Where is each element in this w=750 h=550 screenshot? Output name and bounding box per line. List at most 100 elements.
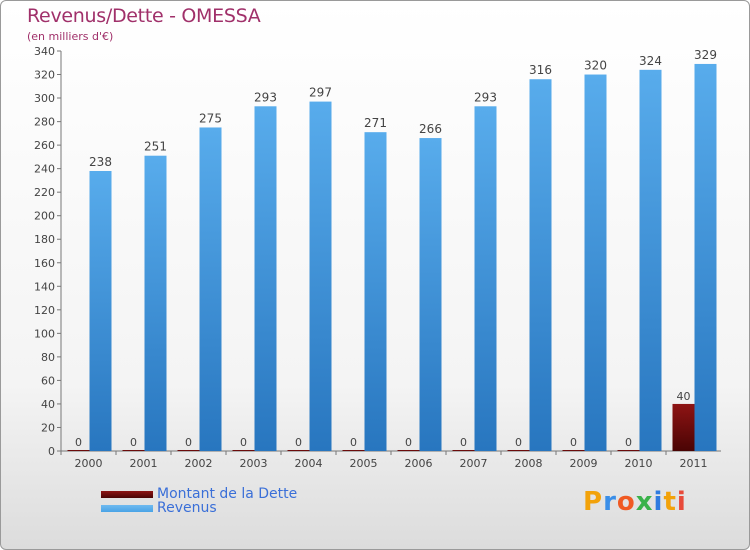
x-tick-label: 2004 xyxy=(295,457,323,470)
bars xyxy=(67,63,717,452)
y-tick-label: 40 xyxy=(41,398,55,411)
data-label-debt: 0 xyxy=(240,436,247,449)
bar-debt xyxy=(507,450,530,451)
x-tick-label: 2000 xyxy=(75,457,103,470)
data-label-debt: 0 xyxy=(295,436,302,449)
legend: Montant de la Dette Revenus xyxy=(101,486,298,516)
bar-revenue xyxy=(199,127,222,452)
logo-letter: t xyxy=(663,487,677,517)
data-label-debt: 0 xyxy=(460,436,467,449)
bar-debt xyxy=(122,450,145,451)
x-tick-label: 2005 xyxy=(350,457,378,470)
data-label-revenue: 329 xyxy=(694,48,717,62)
data-label-revenue: 271 xyxy=(364,116,387,130)
data-label-revenue: 316 xyxy=(529,63,552,77)
bar-revenue xyxy=(254,106,277,451)
x-tick-label: 2010 xyxy=(625,457,653,470)
logo-letter: i xyxy=(676,487,687,517)
bar-debt xyxy=(287,450,310,451)
data-label-debt: 0 xyxy=(570,436,577,449)
bar-debt xyxy=(67,450,90,451)
legend-item-debt: Montant de la Dette xyxy=(101,486,298,502)
y-tick-label: 20 xyxy=(41,421,55,434)
bar-revenue xyxy=(309,101,332,452)
bar-revenue xyxy=(694,63,717,452)
bar-debt xyxy=(617,450,640,451)
chart-title: Revenus/Dette - OMESSA xyxy=(27,5,261,27)
logo-letter: r xyxy=(603,487,617,517)
y-tick-label: 260 xyxy=(34,139,55,152)
x-tick-label: 2001 xyxy=(130,457,158,470)
data-labels: 0 238 0 251 0 275 0 293 0 297 0 271 0 266 0 293 0 316 0 320… xyxy=(75,48,717,449)
y-tick-label: 0 xyxy=(48,445,55,458)
y-tick-label: 320 xyxy=(34,69,55,82)
data-label-debt: 0 xyxy=(130,436,137,449)
data-label-debt: 0 xyxy=(515,436,522,449)
x-tick-label: 2008 xyxy=(515,457,543,470)
bar-revenue xyxy=(529,79,552,451)
y-tick-label: 340 xyxy=(34,45,55,58)
bar-revenue xyxy=(89,171,112,451)
bar-debt xyxy=(452,450,475,451)
data-label-revenue: 275 xyxy=(199,111,222,125)
x-tick-label: 2007 xyxy=(460,457,488,470)
data-label-revenue: 320 xyxy=(584,59,607,73)
data-label-debt: 0 xyxy=(350,436,357,449)
x-tick-label: 2009 xyxy=(570,457,598,470)
bar-revenue xyxy=(584,74,607,451)
bar-revenue xyxy=(364,132,387,452)
data-label-revenue: 293 xyxy=(254,90,277,104)
x-tick-label: 2006 xyxy=(405,457,433,470)
proxiti-logo: Proxiti xyxy=(583,487,687,517)
data-label-debt: 0 xyxy=(625,436,632,449)
x-tick-label: 2011 xyxy=(680,457,708,470)
bar-debt xyxy=(177,450,200,451)
y-tick-label: 200 xyxy=(34,210,55,223)
x-tick-label: 2003 xyxy=(240,457,268,470)
data-label-revenue: 324 xyxy=(639,54,662,68)
y-tick-label: 80 xyxy=(41,351,55,364)
y-tick-label: 180 xyxy=(34,233,55,246)
y-tick-label: 300 xyxy=(34,92,55,105)
y-tick-label: 100 xyxy=(34,327,55,340)
y-tick-label: 240 xyxy=(34,163,55,176)
bar-revenue xyxy=(639,69,662,451)
bar-debt xyxy=(672,403,695,451)
data-label-revenue: 238 xyxy=(89,155,112,169)
data-label-revenue: 251 xyxy=(144,140,167,154)
bar-revenue xyxy=(419,138,442,451)
legend-label-debt: Montant de la Dette xyxy=(157,486,298,502)
logo-letter: o xyxy=(616,487,636,517)
axes: 0 20 40 60 80 100 120 140 160 180 200 220 240 260 280 3… xyxy=(34,45,721,470)
x-tick-label: 2002 xyxy=(185,457,213,470)
bar-debt xyxy=(342,450,365,451)
y-tick-label: 140 xyxy=(34,280,55,293)
data-label-debt: 0 xyxy=(405,436,412,449)
y-tick-label: 60 xyxy=(41,374,55,387)
bar-debt xyxy=(232,450,255,451)
bar-debt xyxy=(562,450,585,451)
data-label-revenue: 266 xyxy=(419,122,442,136)
y-tick-label: 280 xyxy=(34,116,55,129)
legend-swatch-debt xyxy=(101,490,153,498)
data-label-revenue: 297 xyxy=(309,86,332,100)
data-label-revenue: 293 xyxy=(474,90,497,104)
legend-swatch-revenue xyxy=(101,504,153,512)
legend-item-revenue: Revenus xyxy=(101,500,297,516)
y-tick-label: 160 xyxy=(34,257,55,270)
data-label-debt: 0 xyxy=(75,436,82,449)
logo-letter: x xyxy=(635,487,654,517)
data-label-debt: 0 xyxy=(185,436,192,449)
y-tick-label: 220 xyxy=(34,186,55,199)
data-label-debt: 40 xyxy=(677,390,691,403)
logo-letter: i xyxy=(653,487,664,517)
logo-letter: P xyxy=(583,487,604,517)
bar-revenue xyxy=(144,155,167,452)
y-tick-label: 120 xyxy=(34,304,55,317)
chart-subtitle: (en milliers d'€) xyxy=(27,30,114,43)
bar-revenue xyxy=(474,106,497,451)
bar-debt xyxy=(397,450,420,451)
legend-label-revenue: Revenus xyxy=(157,500,217,516)
